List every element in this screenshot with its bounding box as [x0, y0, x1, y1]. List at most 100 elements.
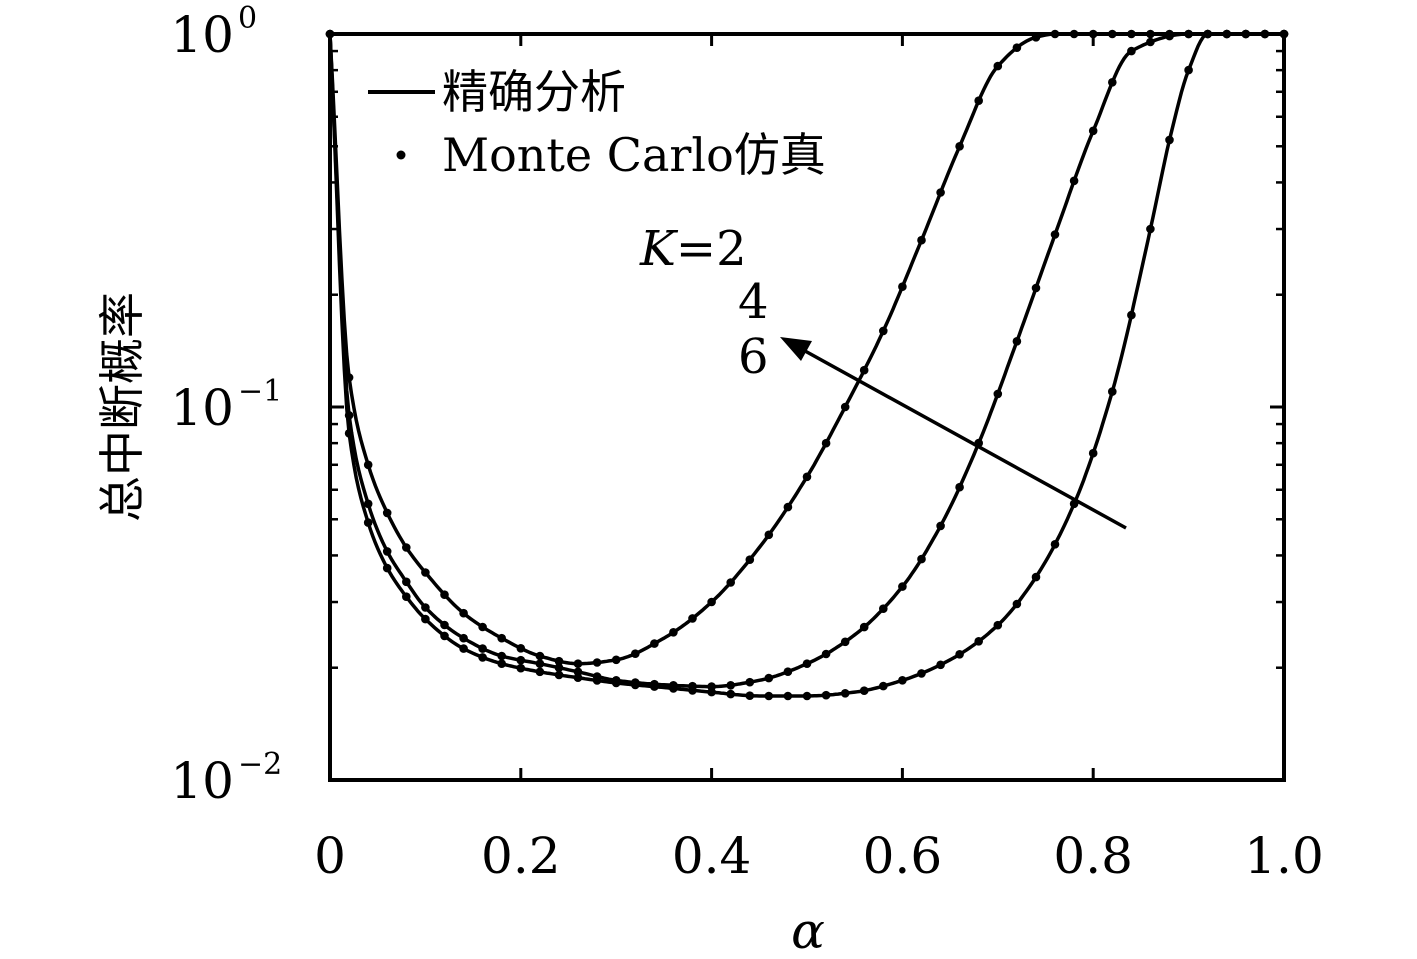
series-2-sim-point	[363, 499, 373, 509]
series-3-sim-point	[573, 673, 583, 682]
series-3-sim-point	[745, 691, 755, 700]
x-tick-label: 0.2	[481, 827, 561, 885]
k-label-4: 4	[738, 274, 769, 330]
series-3-sim-point	[688, 686, 697, 695]
series-3-sim-point	[879, 681, 888, 691]
series-3-sim-point	[631, 680, 640, 690]
y-tick-exponent: −2	[238, 747, 282, 782]
series-1-sim-point	[783, 502, 793, 512]
series-3-sim-point	[1184, 65, 1193, 75]
k-symbol: K	[639, 221, 679, 277]
x-axis-label: α	[791, 902, 825, 959]
series-1-sim-point	[955, 142, 964, 151]
series-3-sim-point	[363, 518, 373, 527]
series-3-sim-point	[936, 660, 945, 670]
series-1-sim-point	[516, 644, 526, 653]
series-1-sim-point	[707, 597, 716, 607]
series-2-sim-point	[936, 521, 945, 531]
series-3-sim-point	[1012, 599, 1022, 609]
series-1-sim-point	[917, 235, 926, 245]
series-1-sim-point	[764, 530, 774, 540]
series-3-sim-point	[402, 592, 411, 601]
series-1-sim-point	[859, 365, 869, 375]
series-1-sim-point	[726, 578, 735, 587]
series-2-sim-point	[898, 582, 907, 591]
series-1-sim-point	[611, 655, 621, 665]
y-tick-label: 10	[170, 379, 234, 437]
series-2-sim-point	[440, 620, 449, 630]
series-3-sim-point	[421, 614, 430, 624]
series-3-sim-point	[859, 686, 869, 695]
annotation-arrow-line	[795, 344, 1127, 530]
series-1-sim-point	[363, 460, 373, 470]
series-2-sim-point	[459, 633, 468, 643]
series-2-sim-point	[478, 644, 487, 653]
series-3-sim-point	[497, 659, 507, 668]
series-3-sim-point	[611, 678, 621, 688]
series-2-sim-point	[382, 547, 392, 556]
series-3-sim-point	[1165, 135, 1174, 145]
y-tick-exponent: −1	[238, 374, 282, 409]
series-2-sim-point	[764, 673, 774, 683]
series-3-sim-point	[592, 676, 602, 685]
series-1-sim-point	[402, 543, 411, 552]
series-1-sim-point	[631, 649, 640, 658]
y-axis-label: 总中断概率	[95, 292, 149, 522]
series-3-sim-point	[974, 637, 983, 646]
series-3-sim-point	[554, 670, 564, 680]
series-1-sim-point	[573, 659, 583, 668]
series-2-sim-point	[497, 651, 507, 661]
series-2-sim-point	[1069, 176, 1079, 186]
series-2-sim-point	[917, 554, 926, 564]
series-1-sim-point	[745, 555, 755, 564]
legend-dot-swatch	[396, 150, 406, 160]
x-tick-label: 0.4	[672, 827, 752, 885]
series-2-sim-point	[840, 637, 850, 647]
x-tick-label: 0.8	[1053, 827, 1133, 885]
series-3-sim-point	[440, 631, 449, 641]
series-2-sim-point	[1012, 337, 1022, 346]
y-tick-label: 10	[170, 6, 234, 64]
series-2-sim-point	[745, 677, 755, 687]
series-2-sim-point	[1108, 78, 1117, 87]
series-3-sim-point	[993, 620, 1003, 630]
series-1-sim-point	[440, 590, 449, 599]
series-3-sim-point	[1127, 310, 1136, 320]
series-1-sim-point	[802, 472, 812, 482]
series-1-sim-point	[898, 282, 907, 292]
series-1-sim-point	[688, 614, 697, 623]
series-3-sim-point	[726, 689, 735, 699]
series-3-sim-point	[707, 687, 716, 697]
series-3-sim-point	[764, 691, 774, 701]
series-1-sim-point	[382, 508, 392, 518]
series-3-sim-point	[1108, 387, 1117, 396]
series-2-sim-point	[993, 389, 1003, 399]
k-value-2: =2	[676, 221, 747, 277]
series-3-sim-point	[516, 663, 526, 673]
series-3-sim-point	[669, 684, 678, 693]
y-tick-exponent: 0	[238, 1, 257, 36]
series-2-sim-point	[1088, 126, 1098, 136]
series-3-sim-point	[840, 689, 850, 698]
series-1-sim-point	[497, 633, 507, 643]
series-2-sim-point	[516, 655, 526, 665]
k-annotation: K=2 4 6	[639, 221, 1127, 530]
x-tick-label: 0.6	[863, 827, 943, 885]
series-2-sim-point	[554, 663, 564, 672]
series-3-sim-point	[344, 429, 354, 438]
series-2-sim-point	[879, 604, 888, 613]
series-2-sim-point	[802, 659, 812, 668]
series-1-sim-point	[421, 568, 430, 577]
series-2-sim-point	[955, 482, 964, 492]
series-1-sim-point	[592, 658, 602, 667]
series-2-sim-point	[859, 622, 869, 632]
series-3-sim-point	[1031, 572, 1041, 582]
series-1-sim-point	[974, 96, 983, 105]
series-3-sim-point	[382, 563, 392, 573]
series-2-sim-point	[535, 659, 545, 668]
series-3-sim-point	[898, 676, 907, 685]
series-2-sim-point	[573, 667, 583, 677]
series-1-sim-point	[1012, 43, 1022, 52]
series-3-sim-point	[1050, 540, 1060, 549]
